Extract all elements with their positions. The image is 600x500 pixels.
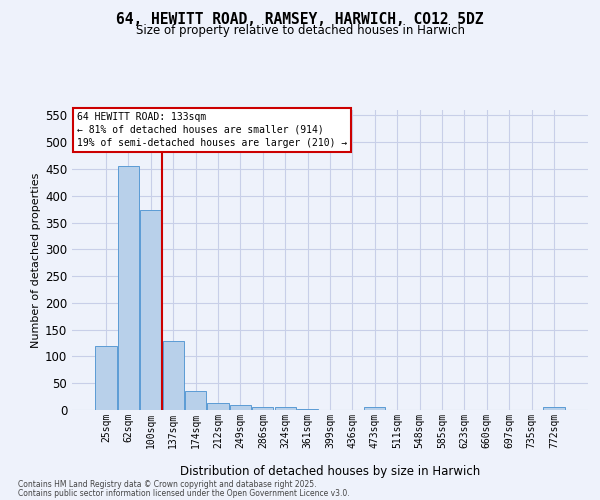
Bar	[118, 166, 139, 410]
Bar	[163, 342, 184, 410]
Bar	[364, 408, 385, 410]
Bar	[230, 405, 251, 410]
Text: 64, HEWITT ROAD, RAMSEY, HARWICH, CO12 5DZ: 64, HEWITT ROAD, RAMSEY, HARWICH, CO12 5…	[116, 12, 484, 28]
Bar	[208, 402, 229, 410]
Text: Size of property relative to detached houses in Harwich: Size of property relative to detached ho…	[136, 24, 464, 37]
Bar	[140, 210, 161, 410]
Bar	[252, 408, 274, 410]
Text: Contains HM Land Registry data © Crown copyright and database right 2025.: Contains HM Land Registry data © Crown c…	[18, 480, 317, 489]
Text: Contains public sector information licensed under the Open Government Licence v3: Contains public sector information licen…	[18, 488, 350, 498]
Bar	[543, 408, 565, 410]
Bar	[185, 391, 206, 410]
Text: 64 HEWITT ROAD: 133sqm
← 81% of detached houses are smaller (914)
19% of semi-de: 64 HEWITT ROAD: 133sqm ← 81% of detached…	[77, 112, 347, 148]
Bar	[95, 346, 117, 410]
Bar	[275, 407, 296, 410]
Y-axis label: Number of detached properties: Number of detached properties	[31, 172, 41, 348]
Text: Distribution of detached houses by size in Harwich: Distribution of detached houses by size …	[180, 464, 480, 477]
